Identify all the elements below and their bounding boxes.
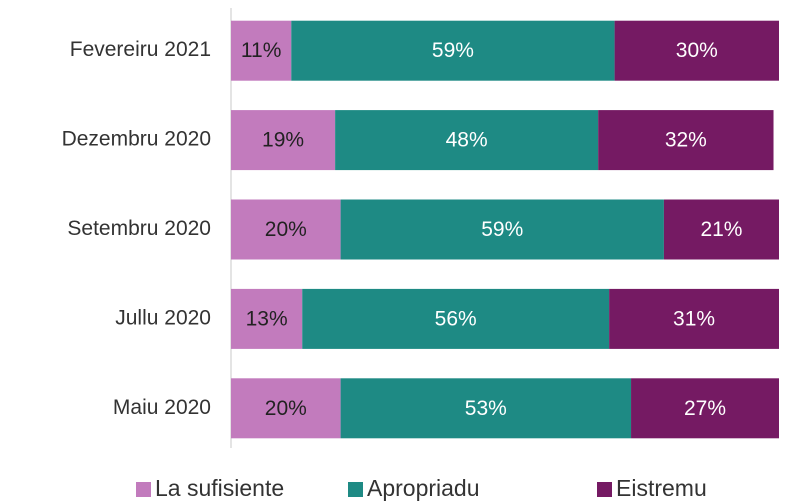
data-label: 56% [435,307,477,330]
data-label: 59% [432,39,474,62]
bar-segment [231,110,336,171]
legend-label: La sufisiente [155,475,284,501]
legend-label: Eistremu [616,475,707,501]
bar-segment [663,199,779,260]
bar-segment [291,20,615,81]
data-label: 21% [700,218,742,241]
bar-segment [231,378,341,439]
data-label: 48% [446,129,488,152]
category-label: Setembru 2020 [67,217,211,240]
data-label: 13% [246,307,288,330]
data-label: 53% [465,397,507,420]
data-label: 30% [676,39,718,62]
bar-segment [609,288,779,349]
legend-label: Apropriadu [367,475,480,501]
legend-swatch [597,482,612,497]
category-label: Fevereiru 2021 [70,38,211,61]
category-label: Jullu 2020 [115,306,211,329]
data-label: 27% [684,397,726,420]
bar-segment [340,199,664,260]
data-label: 32% [665,129,707,152]
data-label: 20% [265,397,307,420]
data-label: 19% [262,129,304,152]
bar-segment [340,378,632,439]
category-label: Dezembru 2020 [62,128,211,151]
bar-segment [335,110,599,171]
bar-segment [231,20,292,81]
data-label: 11% [241,39,281,62]
legend-swatch [136,482,151,497]
bar-segment [614,20,779,81]
bar-segment [231,288,303,349]
data-label: 59% [481,218,523,241]
bar-segment [302,288,610,349]
bar-segment [631,378,779,439]
legend-swatch [348,482,363,497]
data-label: 20% [265,218,307,241]
category-label: Maiu 2020 [113,396,211,419]
bar-segment [231,199,341,260]
bar-segment [598,110,774,171]
data-label: 31% [673,307,715,330]
